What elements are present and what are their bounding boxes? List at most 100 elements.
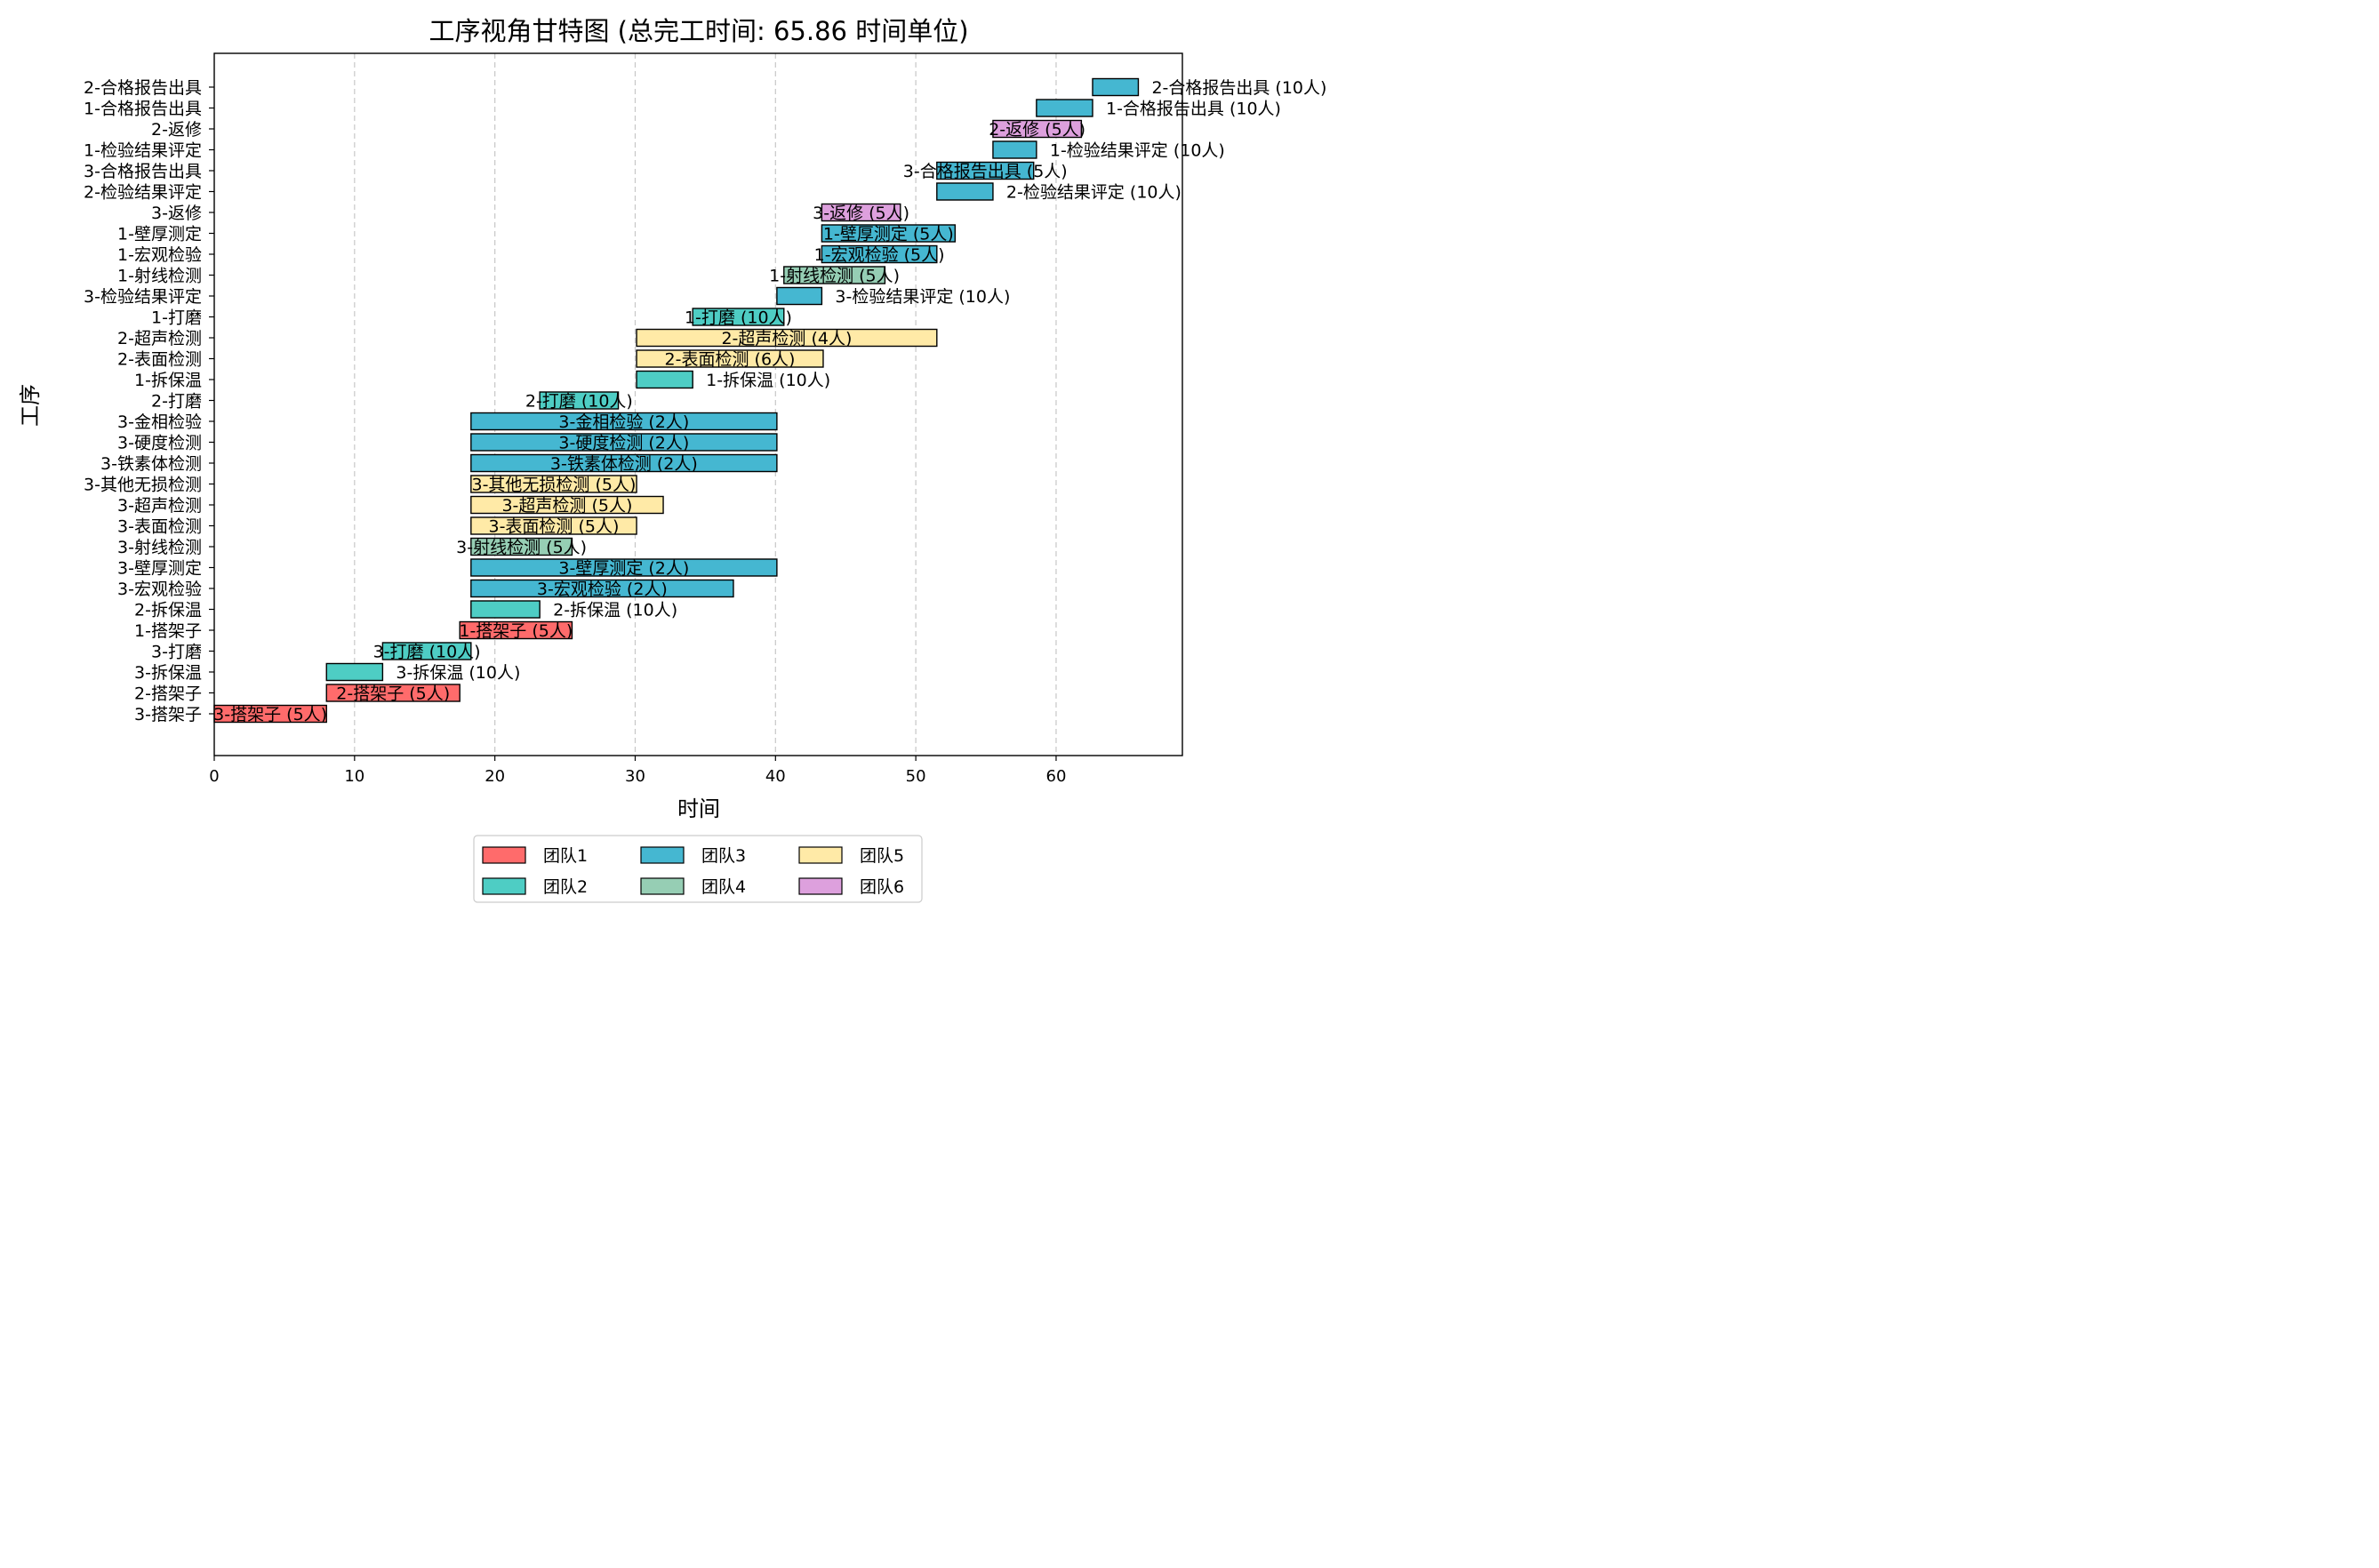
y-tick-label: 3-搭架子: [134, 705, 202, 724]
plot-frame: [213, 52, 1183, 756]
task-bar: [470, 412, 778, 431]
task-bar-label: 2-超声检测 (4人): [721, 329, 852, 348]
legend-frame: [473, 835, 923, 903]
y-tick-label: 3-检验结果评定: [84, 287, 202, 307]
task-bar-label: 3-打磨 (10人): [373, 643, 481, 662]
y-tick-label: 2-返修: [151, 120, 202, 140]
y-tick-label: 2-合格报告出具: [84, 78, 202, 98]
task-bar: [470, 579, 734, 598]
task-bar-label: 2-返修 (5人): [989, 120, 1085, 140]
y-tick-label: 3-壁厚测定: [117, 559, 202, 579]
task-bar: [636, 349, 824, 368]
x-tick-label: 40: [765, 767, 786, 786]
y-tick-label: 3-合格报告出具: [84, 162, 202, 181]
x-tick-label: 60: [1046, 767, 1067, 786]
y-tick-label: 3-铁素体检测: [100, 454, 202, 474]
y-tick-label: 3-射线检测: [117, 538, 202, 557]
y-tick-label: 3-表面检测: [117, 517, 202, 537]
legend-swatch: [482, 877, 526, 895]
task-bar: [821, 203, 901, 222]
y-tick-label: 3-其他无损检测: [84, 476, 202, 495]
x-axis-ticks: 0 10 20 30 40 50 60: [209, 756, 1066, 786]
y-tick-label: 3-硬度检测: [117, 434, 202, 453]
task-bar-label: 3-其他无损检测 (5人): [471, 476, 636, 495]
task-bar-label: 3-返修 (5人): [813, 204, 909, 223]
legend-swatch: [798, 877, 843, 895]
task-bar-label: 1-拆保温 (10人): [706, 371, 830, 390]
legend-swatch: [640, 846, 685, 864]
task-bar: [470, 453, 778, 473]
legend-label: 团队5: [860, 846, 904, 866]
grid-lines: [354, 53, 1057, 756]
y-tick-label: 3-金相检验: [117, 412, 202, 432]
legend-swatch: [798, 846, 843, 864]
task-bar-label: 3-宏观检验 (2人): [537, 580, 668, 599]
y-tick-label: 3-拆保温: [134, 663, 202, 683]
task-bar-label: 3-硬度检测 (2人): [558, 434, 689, 453]
y-tick-label: 1-检验结果评定: [84, 141, 202, 161]
x-tick-label: 10: [344, 767, 364, 786]
task-bar-label: 1-射线检测 (5人): [769, 267, 900, 286]
legend-label: 团队1: [543, 846, 588, 866]
task-bar: [636, 370, 693, 389]
task-bar-label: 2-拆保温 (10人): [553, 601, 677, 620]
legend: 团队1 团队2 团队3 团队4 团队5 团队6: [473, 835, 923, 903]
legend-label: 团队4: [701, 877, 746, 897]
y-tick-label: 1-宏观检验: [117, 245, 202, 265]
task-bar: [936, 161, 1035, 180]
x-axis-label: 时间: [677, 796, 720, 821]
y-tick-label: 1-射线检测: [117, 267, 202, 286]
task-bar: [470, 433, 778, 452]
task-bar: [821, 244, 938, 264]
task-bar-label: 3-超声检测 (5人): [501, 496, 632, 516]
task-bar-label: 3-搭架子 (5人): [213, 705, 327, 724]
legend-swatch: [640, 877, 685, 895]
y-tick-label: 3-返修: [151, 204, 202, 223]
legend-label: 团队2: [543, 877, 588, 897]
task-bar: [470, 495, 664, 515]
task-bar: [325, 684, 461, 702]
task-bar: [470, 475, 637, 493]
y-tick-label: 2-检验结果评定: [84, 183, 202, 203]
y-tick-label: 3-宏观检验: [117, 580, 202, 599]
y-tick-label: 1-壁厚测定: [117, 225, 202, 244]
task-bar-label: 3-检验结果评定 (10人): [835, 287, 1010, 307]
task-bar-label: 3-射线检测 (5人): [456, 538, 587, 557]
task-bar: [539, 391, 620, 410]
task-bar-label: 3-壁厚测定 (2人): [558, 559, 689, 579]
legend-label: 团队6: [860, 877, 904, 897]
task-bar: [992, 119, 1083, 139]
task-bar: [1092, 77, 1140, 97]
task-bar: [992, 140, 1037, 159]
task-bar: [381, 642, 472, 660]
task-bar: [470, 537, 573, 556]
task-bar-label: 3-铁素体检测 (2人): [550, 454, 698, 474]
y-tick-label: 1-拆保温: [134, 371, 202, 390]
task-bar-label: 2-合格报告出具 (10人): [1151, 78, 1326, 98]
task-bar-label: 1-壁厚测定 (5人): [823, 225, 954, 244]
task-bar-label: 1-检验结果评定 (10人): [1050, 141, 1225, 161]
x-tick-label: 0: [209, 767, 219, 786]
task-bar: [692, 308, 785, 326]
task-bar: [470, 600, 541, 619]
x-tick-label: 50: [906, 767, 926, 786]
y-tick-label: 2-拆保温: [134, 601, 202, 620]
task-bar-label: 2-打磨 (10人): [525, 392, 633, 412]
task-bar: [821, 224, 957, 243]
task-bar-label: 1-打磨 (10人): [685, 308, 792, 328]
y-tick-label: 1-合格报告出具: [84, 100, 202, 119]
legend-label: 团队3: [701, 846, 746, 866]
task-bar: [470, 558, 778, 577]
task-bar: [459, 620, 573, 640]
legend-swatch: [482, 846, 526, 864]
y-tick-label: 3-打磨: [151, 643, 202, 662]
task-bar-label: 1-搭架子 (5人): [459, 621, 573, 641]
task-bar-label: 2-搭架子 (5人): [336, 684, 450, 704]
task-bar-label: 3-合格报告出具 (5人): [903, 162, 1068, 181]
y-tick-label: 1-搭架子: [134, 621, 202, 641]
gantt-chart: 工序视角甘特图 (总完工时间: 65.86 时间单位) 3-搭架子 (5人) 2-…: [18, 16, 1326, 903]
task-bars: [213, 77, 1140, 724]
task-bar-label: 2-表面检测 (6人): [665, 350, 796, 370]
y-tick-label: 2-搭架子: [134, 684, 202, 704]
